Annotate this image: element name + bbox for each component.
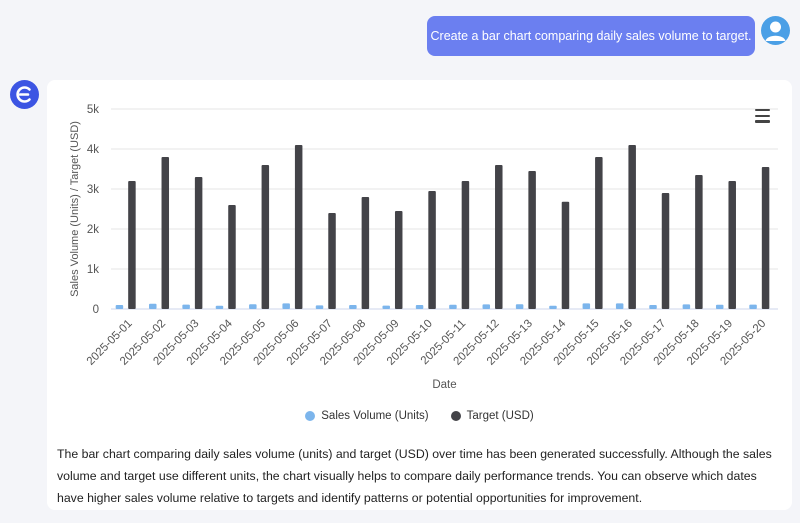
bar-sales-volume	[315, 305, 324, 309]
bar-target	[661, 193, 670, 309]
bar-sales-volume	[582, 303, 591, 309]
bar-sales-volume	[515, 304, 524, 309]
bar-sales-volume	[615, 303, 624, 309]
legend-label-sales: Sales Volume (Units)	[321, 410, 429, 422]
y-axis-title: Sales Volume (Units) / Target (USD)	[69, 121, 81, 297]
bar-sales-volume	[282, 303, 290, 309]
bar-target	[428, 191, 436, 309]
y-tick-label: 4k	[87, 144, 99, 156]
bar-sales-volume	[349, 305, 357, 309]
bar-sales-volume	[749, 304, 757, 309]
y-tick-label: 2k	[87, 224, 99, 236]
assistant-logo-icon	[10, 80, 39, 109]
bar-target	[761, 167, 770, 309]
bar-sales-volume	[249, 304, 257, 309]
y-tick-label: 1k	[87, 264, 99, 276]
hamburger-menu-icon[interactable]	[755, 109, 770, 123]
bar-sales-volume	[182, 304, 190, 309]
bar-target	[128, 181, 136, 309]
bar-target	[228, 205, 236, 309]
bar-target	[194, 177, 203, 309]
bar-target	[628, 145, 636, 309]
bar-target	[161, 157, 170, 309]
bar-sales-volume	[149, 303, 157, 309]
chart-legend: Sales Volume (Units) Target (USD)	[47, 407, 792, 425]
bar-sales-volume	[649, 305, 657, 309]
legend-item-sales[interactable]: Sales Volume (Units)	[305, 407, 429, 425]
bar-sales-volume	[549, 305, 557, 309]
x-axis-title: Date	[432, 379, 456, 391]
y-tick-label: 5k	[87, 104, 99, 116]
user-avatar-icon	[761, 16, 790, 45]
user-message-text: Create a bar chart comparing daily sales…	[430, 29, 752, 43]
bar-target	[461, 181, 470, 309]
y-tick-label: 3k	[87, 184, 99, 196]
bar-sales-volume	[682, 304, 691, 309]
bar-target	[261, 165, 270, 309]
bar-sales-volume	[415, 305, 424, 309]
bar-sales-volume	[715, 304, 724, 309]
bar-target	[695, 175, 703, 309]
bar-sales-volume	[382, 305, 390, 309]
bar-sales-volume	[482, 304, 491, 309]
legend-item-target[interactable]: Target (USD)	[450, 407, 534, 425]
legend-marker-sales	[305, 411, 316, 421]
legend-marker-target	[450, 411, 461, 421]
bar-target	[528, 171, 536, 309]
bar-target	[361, 197, 370, 309]
bar-target	[294, 145, 303, 309]
bar-target	[561, 201, 570, 309]
legend-label-target: Target (USD)	[466, 410, 534, 422]
bar-target	[495, 165, 503, 309]
bar-sales-volume	[449, 304, 457, 309]
assistant-answer-text: The bar chart comparing daily sales volu…	[57, 447, 772, 505]
bar-target	[595, 157, 603, 309]
bar-target	[728, 181, 736, 309]
user-message-bubble: Create a bar chart comparing daily sales…	[427, 16, 755, 56]
bar-target	[328, 213, 336, 309]
bar-sales-volume	[115, 305, 124, 309]
bar-sales-volume	[215, 305, 224, 309]
bar-target	[394, 211, 403, 309]
y-tick-label: 0	[93, 304, 99, 316]
